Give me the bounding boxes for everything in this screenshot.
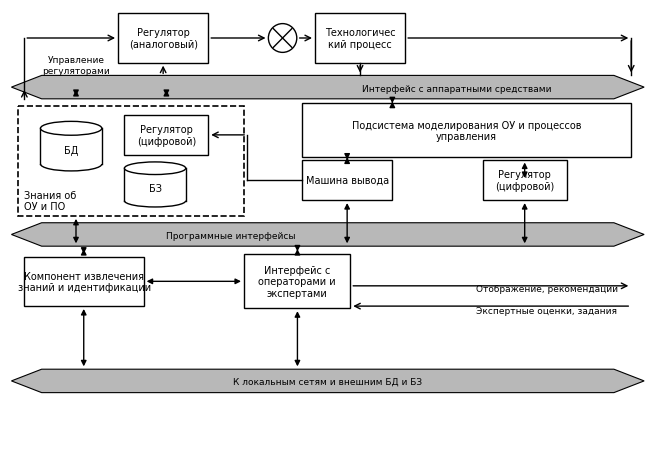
- Text: БЗ: БЗ: [148, 183, 161, 193]
- Bar: [302, 104, 631, 158]
- Text: Технологичес
кий процесс: Технологичес кий процесс: [325, 28, 396, 50]
- Text: Машина вывода: Машина вывода: [306, 175, 389, 185]
- Text: К локальным сетям и внешним БД и БЗ: К локальным сетям и внешним БД и БЗ: [234, 377, 422, 386]
- Bar: [244, 255, 350, 308]
- Text: Регулятор
(цифровой): Регулятор (цифровой): [495, 170, 554, 191]
- Text: Знания об
ОУ и ПО: Знания об ОУ и ПО: [24, 190, 77, 212]
- Text: Программные интерфейсы: Программные интерфейсы: [166, 231, 296, 240]
- Bar: [18, 106, 244, 216]
- Bar: [125, 169, 186, 201]
- Text: Интерфейс с аппаратными средствами: Интерфейс с аппаратными средствами: [362, 85, 552, 94]
- Bar: [118, 14, 209, 64]
- Text: Компонент извлечения
знаний и идентификации: Компонент извлечения знаний и идентифика…: [18, 271, 151, 293]
- Text: БД: БД: [64, 145, 78, 155]
- Ellipse shape: [41, 122, 102, 136]
- Text: Интерфейс с
операторами и
экспертами: Интерфейс с операторами и экспертами: [258, 265, 336, 298]
- Text: Экспертные оценки, задания: Экспертные оценки, задания: [476, 306, 617, 315]
- Polygon shape: [11, 76, 644, 100]
- Bar: [315, 14, 405, 64]
- Text: Регулятор
(аналоговый): Регулятор (аналоговый): [129, 28, 197, 50]
- Bar: [41, 129, 102, 165]
- Ellipse shape: [268, 24, 297, 53]
- Text: Отображение, рекомендации: Отображение, рекомендации: [476, 284, 618, 293]
- Text: Регулятор
(цифровой): Регулятор (цифровой): [136, 125, 196, 147]
- Polygon shape: [11, 369, 644, 393]
- Ellipse shape: [125, 162, 186, 175]
- Bar: [483, 160, 567, 201]
- Bar: [24, 257, 144, 306]
- Polygon shape: [11, 223, 644, 247]
- Bar: [302, 160, 392, 201]
- Text: Управление
регуляторами: Управление регуляторами: [42, 56, 110, 76]
- Text: Подсистема моделирования ОУ и процессов
управления: Подсистема моделирования ОУ и процессов …: [352, 120, 581, 142]
- Bar: [125, 115, 209, 156]
